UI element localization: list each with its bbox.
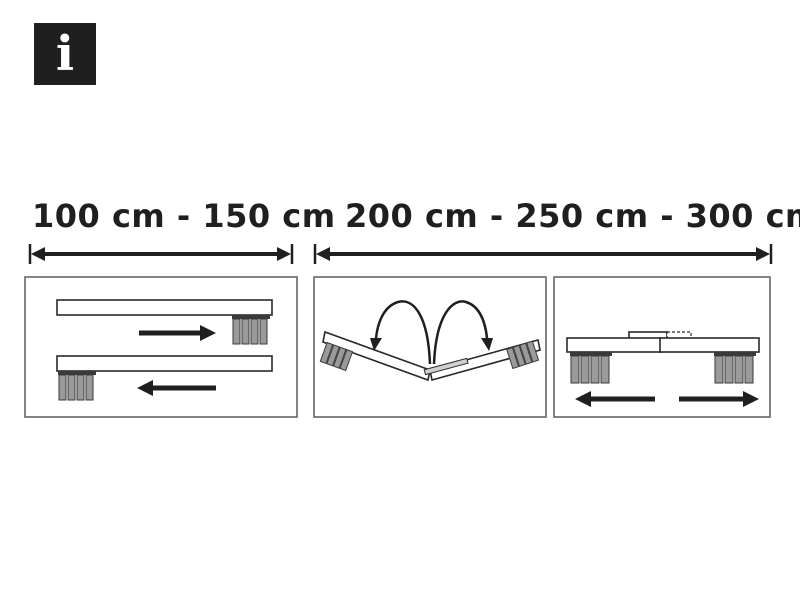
left-extend-bar [566,337,663,353]
lower-bar [56,355,273,372]
brush-icon [319,341,354,372]
arrow-right-icon [139,325,216,341]
arrow-left-head-icon [31,247,45,261]
dimension-line-long [313,244,773,264]
brush-icon [58,371,96,401]
panel-fold [313,276,547,418]
arrow-right-head-icon [277,247,291,261]
fold-arrow-left-icon [370,300,432,365]
arrow-left-head-icon [316,247,330,261]
brush-icon [570,352,612,384]
arrow-left-icon [575,391,655,407]
hinge-icon [423,357,469,376]
dimension-line-short [28,244,294,264]
range-label-long: 200 cm - 250 cm - 300 cm [345,197,800,235]
brush-icon [506,340,540,370]
upper-bar [56,299,273,316]
brush-icon [714,352,756,384]
info-icon: i [34,23,96,85]
brush-icon [232,315,270,345]
fold-arrow-right-icon [432,300,493,365]
arrow-left-icon [137,380,216,396]
arrow-right-head-icon [756,247,770,261]
panel-slide [24,276,298,418]
panel-extend [553,276,771,418]
arrow-right-icon [679,391,759,407]
range-label-short: 100 cm - 150 cm [32,197,336,235]
info-glyph: i [55,26,75,82]
right-extend-bar [659,337,760,353]
